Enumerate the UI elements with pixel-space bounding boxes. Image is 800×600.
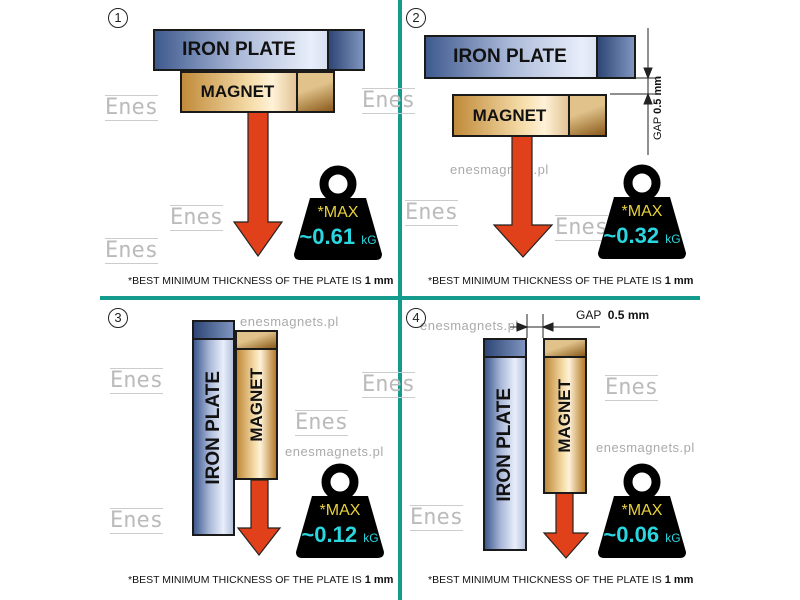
max-force-value: ~0.32 kG [603,223,681,248]
magnet: MAGNET [452,94,607,137]
magnet-label: MAGNET [472,105,547,125]
gap-label: GAP 0.5 mm [652,75,664,140]
iron-plate-label: IRON PLATE [182,39,296,60]
max-force-value: ~0.12 kG [301,522,379,547]
max-force-value: ~0.06 kG [603,522,681,547]
footnote: *BEST MINIMUM THICKNESS OF THE PLATE IS … [128,275,394,287]
weight-badge: *MAX ~0.32 kG [596,163,688,259]
panel-number: 4 [406,308,426,328]
iron-plate: IRON PLATE [424,35,636,79]
watermark-text: enesmagnets.pl [420,318,519,333]
arrow-icon [492,135,554,258]
max-label: *MAX [319,502,361,519]
panel-number: 3 [108,308,128,328]
iron-plate: IRON PLATE [192,320,235,536]
enes-logo-watermark: Enes [105,238,158,264]
watermark-text: enesmagnets.pl [240,314,339,329]
enes-logo-watermark: Enes [110,508,163,534]
vertical-divider [398,0,402,600]
enes-logo-watermark: Enes [405,200,458,226]
gap-label: GAP 0.5 mm [576,308,650,322]
weight-icon [294,165,382,260]
enes-logo-watermark: Enes [605,375,658,401]
panel-number: 1 [108,8,128,28]
arrow-icon [236,479,282,556]
magnet-label: MAGNET [555,379,574,453]
watermark-text: enesmagnets.pl [285,444,384,459]
iron-plate-label: IRON PLATE [453,46,567,67]
iron-plate: IRON PLATE [483,338,527,551]
weight-badge: *MAX ~0.06 kG [596,462,688,558]
watermark-text: enesmagnets.pl [596,440,695,455]
enes-logo-watermark: Enes [170,205,223,231]
arrow-icon [542,492,590,559]
max-label: *MAX [621,502,663,519]
magnet: MAGNET [543,338,587,494]
iron-plate: IRON PLATE [153,29,365,71]
max-label: *MAX [317,204,359,221]
enes-logo-watermark: Enes [555,215,608,241]
weight-icon [598,463,686,558]
enes-logo-watermark: Enes [110,368,163,394]
weight-badge: *MAX ~0.12 kG [294,462,386,558]
footnote: *BEST MINIMUM THICKNESS OF THE PLATE IS … [428,574,694,586]
footnote: *BEST MINIMUM THICKNESS OF THE PLATE IS … [128,574,394,586]
panel-number: 2 [406,8,426,28]
iron-plate-label: IRON PLATE [202,371,224,485]
horizontal-divider [100,296,700,300]
weight-icon [296,463,384,558]
enes-logo-watermark: Enes [105,95,158,121]
enes-logo-watermark: Enes [410,505,463,531]
footnote: *BEST MINIMUM THICKNESS OF THE PLATE IS … [428,275,694,287]
magnet: MAGNET [180,71,335,113]
enes-logo-watermark: Enes [362,372,415,398]
enes-logo-watermark: Enes [295,410,348,436]
weight-icon [598,164,686,259]
weight-badge: *MAX ~0.61 kG [292,164,384,260]
max-label: *MAX [621,203,663,220]
max-force-value: ~0.61 kG [299,224,377,249]
iron-plate-label: IRON PLATE [494,387,515,502]
arrow-icon [232,111,284,258]
magnet-label: MAGNET [200,82,275,101]
enes-logo-watermark: Enes [362,88,415,114]
magnet: MAGNET [235,330,278,480]
magnet-label: MAGNET [246,368,266,442]
